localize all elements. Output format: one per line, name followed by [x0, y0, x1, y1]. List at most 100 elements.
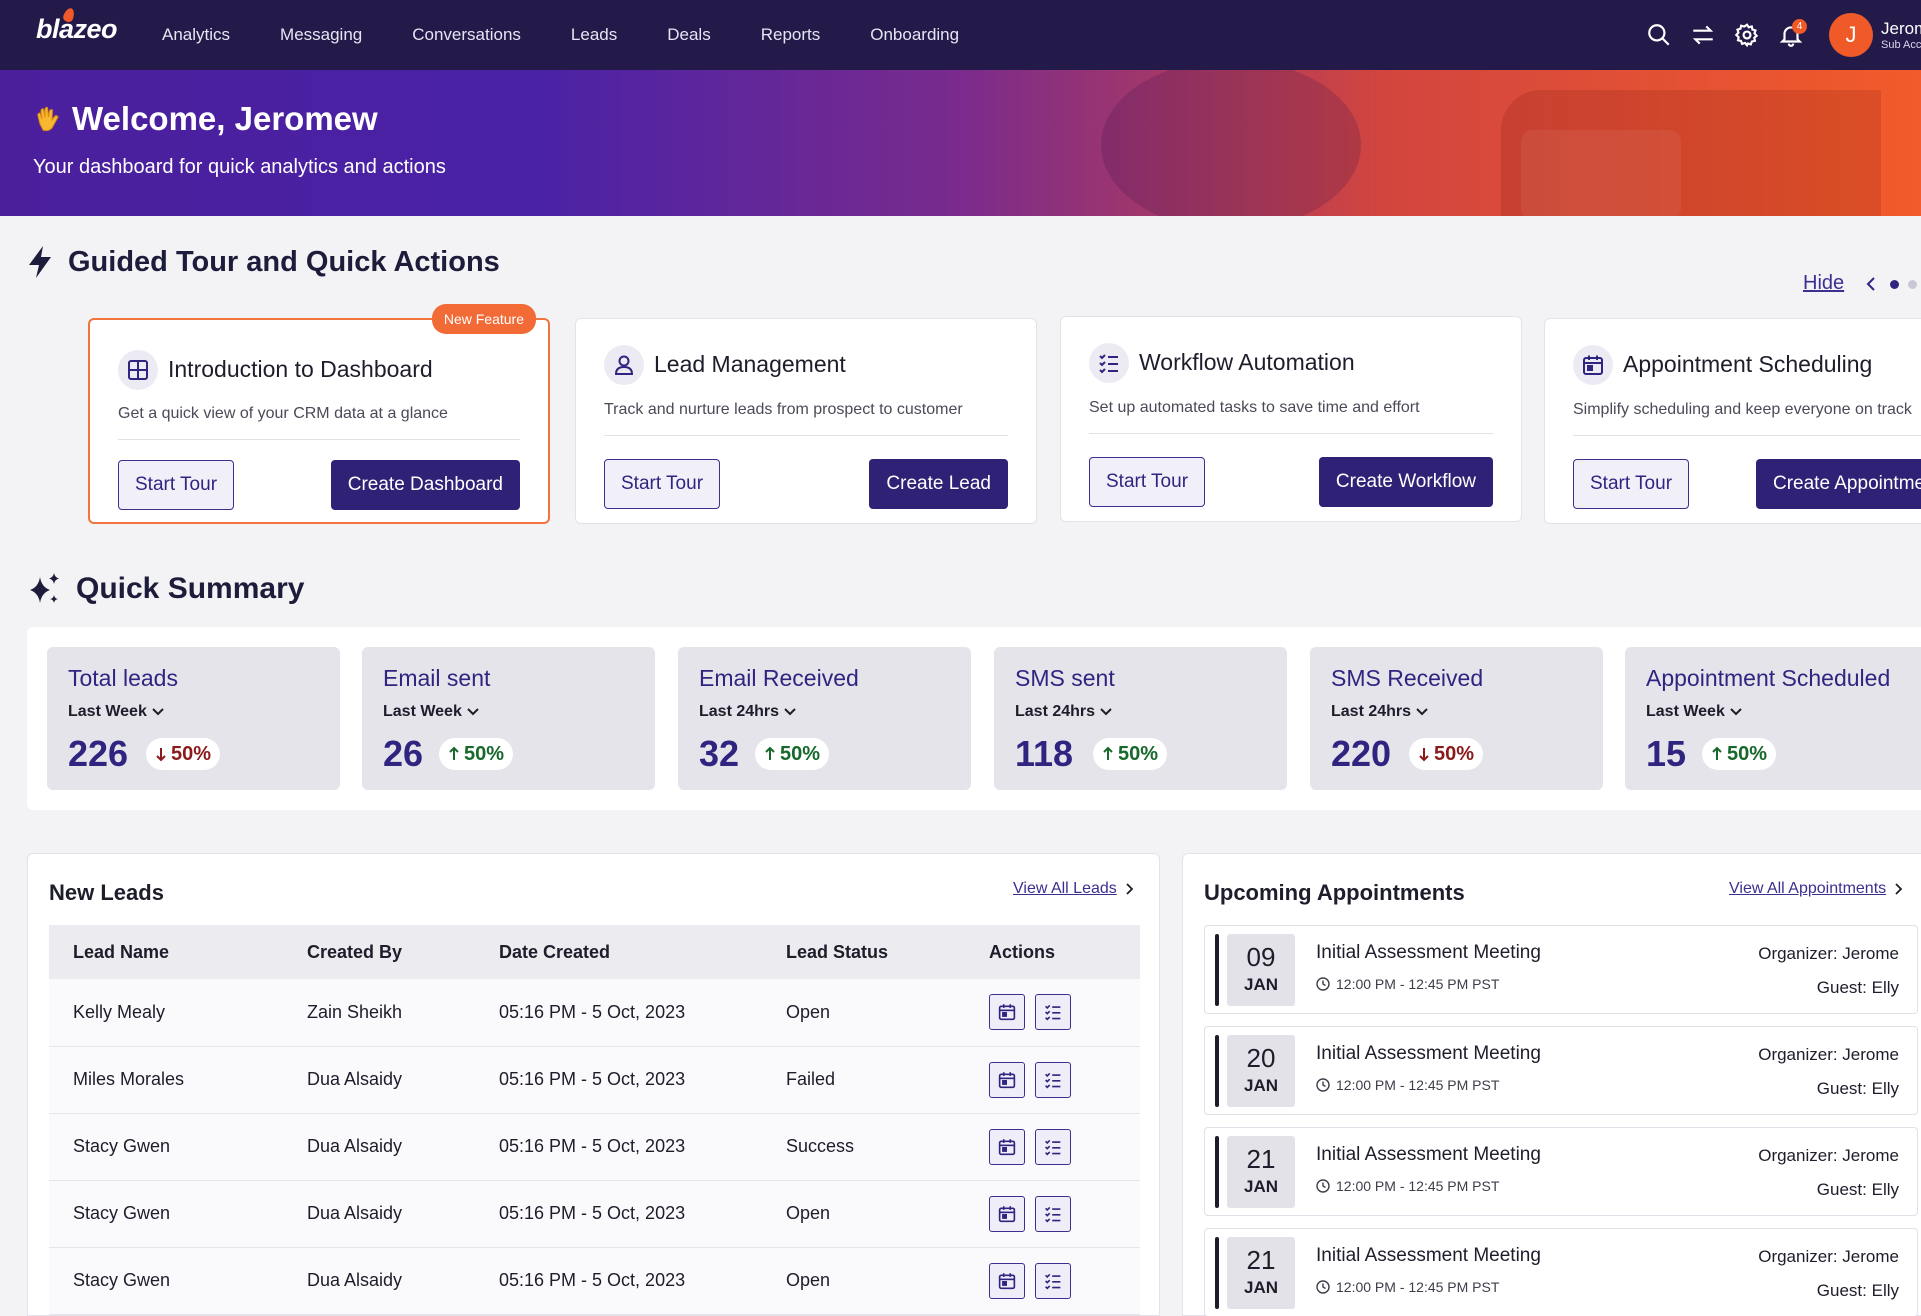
appointment-time: 12:00 PM - 12:45 PM PST	[1316, 976, 1499, 992]
table-row[interactable]: Stacy Gwen Dua Alsaidy 05:16 PM - 5 Oct,…	[49, 1247, 1140, 1315]
appointment-item[interactable]: 20 JAN Initial Assessment Meeting 12:00 …	[1204, 1026, 1918, 1115]
appointment-item[interactable]: 21 JAN Initial Assessment Meeting 12:00 …	[1204, 1228, 1918, 1316]
divider	[1573, 435, 1921, 436]
start-tour-button[interactable]: Start Tour	[1573, 459, 1690, 509]
appointment-day: 20	[1246, 1043, 1276, 1073]
appointment-guest: Guest: Elly	[1816, 1079, 1899, 1098]
start-tour-button[interactable]: Start Tour	[1089, 457, 1206, 507]
period-dropdown[interactable]: Last 24hrs	[699, 703, 797, 721]
table-row[interactable]: Kelly Mealy Zain Sheikh 05:16 PM - 5 Oct…	[49, 979, 1140, 1047]
divider	[604, 435, 1008, 436]
lead-status: Open	[762, 1247, 965, 1315]
column-header[interactable]: Date Created	[475, 925, 762, 979]
tasks-button[interactable]	[1035, 1061, 1071, 1098]
created-by: Dua Alsaidy	[283, 1113, 475, 1181]
stat-card-sms-sent: SMS sent Last 24hrs 118 50%	[994, 647, 1287, 790]
nav-reports[interactable]: Reports	[760, 25, 821, 44]
period-dropdown[interactable]: Last 24hrs	[1331, 703, 1429, 721]
create-appointment-button[interactable]: Create Appointment	[1756, 459, 1921, 509]
tasks-button[interactable]	[1035, 1195, 1071, 1232]
blazeo-logo[interactable]: blazeo	[36, 6, 118, 45]
chevron-down-icon	[784, 708, 796, 716]
view-all-leads-label: View All Leads	[1013, 880, 1117, 897]
table-row[interactable]: Stacy Gwen Dua Alsaidy 05:16 PM - 5 Oct,…	[49, 1113, 1140, 1181]
appointment-day: 21	[1246, 1144, 1276, 1174]
welcome-subtitle: Your dashboard for quick analytics and a…	[33, 156, 446, 178]
column-header[interactable]: Lead Status	[762, 925, 965, 979]
appointment-organizer: Organizer: Jerome	[1758, 1146, 1899, 1165]
lead-name: Stacy Gwen	[49, 1180, 283, 1248]
start-tour-button[interactable]: Start Tour	[118, 460, 235, 510]
nav-messaging[interactable]: Messaging	[280, 25, 363, 44]
appointment-time-text: 12:00 PM - 12:45 PM PST	[1336, 1178, 1500, 1194]
tasks-button[interactable]	[1035, 994, 1071, 1031]
switch-button[interactable]	[1681, 13, 1725, 57]
tasks-button[interactable]	[1035, 1262, 1071, 1299]
summary-section-heading: Quick Summary	[26, 571, 304, 607]
period-dropdown[interactable]: Last Week	[383, 703, 480, 721]
divider	[1089, 433, 1493, 434]
start-tour-button[interactable]: Start Tour	[604, 459, 721, 509]
change-badge: 50%	[1093, 738, 1168, 770]
period-dropdown[interactable]: Last Week	[1646, 703, 1743, 721]
period-label: Last Week	[383, 703, 462, 720]
schedule-button[interactable]	[989, 1128, 1025, 1165]
stat-value: 226	[68, 733, 129, 774]
schedule-button[interactable]	[989, 1195, 1025, 1232]
tour-section-heading: Guided Tour and Quick Actions	[26, 245, 500, 279]
appointments-panel: Upcoming Appointments View All Appointme…	[1182, 853, 1921, 1316]
hide-tour-link[interactable]: Hide	[1803, 272, 1845, 294]
tour-card-workflow: Workflow Automation Set up automated tas…	[1060, 316, 1522, 522]
appointment-guest: Guest: Elly	[1816, 1281, 1899, 1300]
table-row[interactable]: Miles Morales Dua Alsaidy 05:16 PM - 5 O…	[49, 1046, 1140, 1114]
row-actions	[965, 1046, 1140, 1114]
nav-onboarding[interactable]: Onboarding	[870, 25, 960, 44]
carousel-dot[interactable]	[1908, 279, 1917, 289]
row-actions	[965, 1180, 1140, 1248]
clock-icon	[1316, 1179, 1330, 1193]
arrow-up-icon	[765, 746, 775, 760]
period-label: Last 24hrs	[1331, 703, 1412, 720]
create-dashboard-button[interactable]: Create Dashboard	[330, 460, 520, 510]
schedule-button[interactable]	[989, 1262, 1025, 1299]
accent-bar	[1215, 1136, 1219, 1208]
appointment-time: 12:00 PM - 12:45 PM PST	[1316, 1279, 1499, 1295]
schedule-button[interactable]	[989, 994, 1025, 1031]
row-actions	[965, 1113, 1140, 1181]
checklist-icon	[1089, 343, 1129, 383]
view-all-leads-link[interactable]: View All Leads	[1013, 880, 1134, 898]
view-all-appointments-link[interactable]: View All Appointments	[1729, 880, 1903, 898]
search-icon	[1648, 24, 1670, 46]
user-menu[interactable]: Jerome Sub Account	[1881, 19, 1921, 51]
period-dropdown[interactable]: Last Week	[68, 703, 165, 721]
chevron-left-icon[interactable]	[1866, 276, 1876, 292]
nav-leads[interactable]: Leads	[570, 25, 618, 44]
schedule-button[interactable]	[989, 1061, 1025, 1098]
carousel-controls	[1866, 276, 1917, 292]
appointment-guest: Guest: Elly	[1816, 978, 1899, 997]
create-lead-button[interactable]: Create Lead	[869, 459, 1008, 509]
tour-card-desc: Get a quick view of your CRM data at a g…	[118, 405, 448, 422]
column-header[interactable]: Created By	[283, 925, 475, 979]
nav-analytics[interactable]: Analytics	[162, 25, 231, 44]
tasks-button[interactable]	[1035, 1128, 1071, 1165]
tour-card-title: Appointment Scheduling	[1623, 351, 1873, 377]
settings-button[interactable]	[1725, 13, 1769, 57]
appointment-item[interactable]: 09 JAN Initial Assessment Meeting 12:00 …	[1204, 925, 1918, 1014]
create-workflow-button[interactable]: Create Workflow	[1318, 457, 1493, 507]
nav-deals[interactable]: Deals	[667, 25, 711, 44]
column-header[interactable]: Lead Name	[49, 925, 283, 979]
nav-conversations[interactable]: Conversations	[412, 25, 521, 44]
appointment-item[interactable]: 21 JAN Initial Assessment Meeting 12:00 …	[1204, 1127, 1918, 1216]
user-icon	[604, 345, 644, 385]
user-avatar[interactable]: J	[1829, 13, 1873, 57]
created-by: Zain Sheikh	[283, 979, 475, 1047]
carousel-dot-active[interactable]	[1890, 279, 1899, 289]
change-value: 50%	[171, 742, 212, 765]
search-button[interactable]	[1637, 13, 1681, 57]
new-leads-panel: New Leads View All Leads Lead Name Creat…	[27, 853, 1160, 1316]
notifications-button[interactable]: 4	[1769, 13, 1813, 57]
table-row[interactable]: Stacy Gwen Dua Alsaidy 05:16 PM - 5 Oct,…	[49, 1180, 1140, 1248]
period-dropdown[interactable]: Last 24hrs	[1015, 703, 1113, 721]
stat-card-email-received: Email Received Last 24hrs 32 50%	[678, 647, 971, 790]
